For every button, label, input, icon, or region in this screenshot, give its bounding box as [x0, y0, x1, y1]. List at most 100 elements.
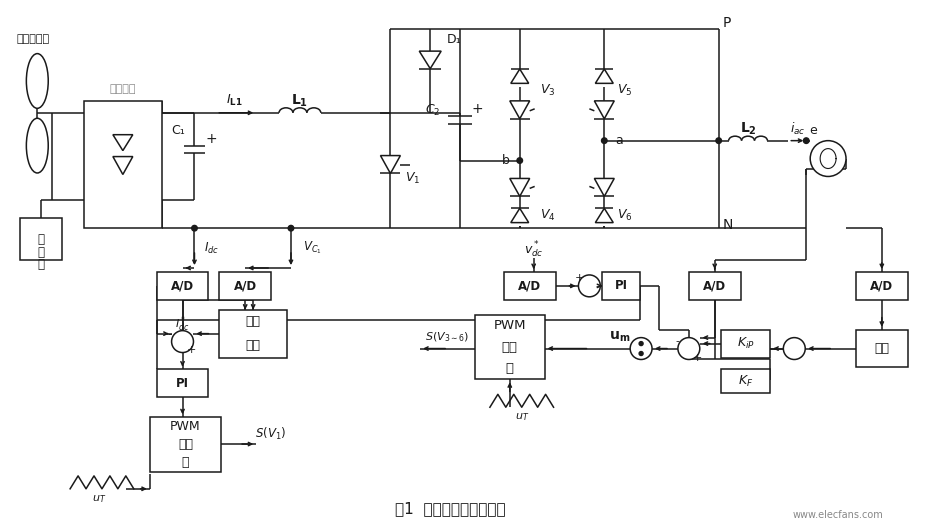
Text: $\mathbf{L_1}$: $\mathbf{L_1}$: [291, 92, 308, 109]
Circle shape: [678, 337, 700, 360]
Polygon shape: [113, 157, 133, 174]
Bar: [856, 272, 908, 300]
Text: D₁: D₁: [447, 33, 462, 46]
Text: $I_{\mathbf{L1}}$: $I_{\mathbf{L1}}$: [226, 93, 242, 108]
Text: 跟踪: 跟踪: [246, 339, 260, 352]
Bar: [220, 310, 287, 357]
Circle shape: [191, 225, 197, 231]
Bar: [84, 101, 161, 228]
Text: P: P: [722, 16, 731, 30]
Bar: [603, 272, 640, 300]
Text: $u_T$: $u_T$: [515, 411, 529, 423]
Text: $K_F$: $K_F$: [737, 374, 753, 389]
Text: 发生: 发生: [178, 438, 193, 451]
Text: $\mathbf{u_m}$: $\mathbf{u_m}$: [608, 329, 630, 344]
Text: $V_3$: $V_3$: [539, 83, 555, 98]
Text: 功率: 功率: [246, 315, 260, 328]
Text: 同步: 同步: [874, 342, 889, 355]
Bar: [475, 315, 545, 380]
Bar: [720, 329, 770, 357]
Bar: [21, 218, 62, 260]
Text: +: +: [472, 102, 483, 116]
Text: b: b: [502, 154, 510, 167]
Text: A/D: A/D: [703, 279, 726, 293]
Circle shape: [716, 138, 721, 144]
Text: PWM: PWM: [493, 319, 526, 332]
Text: 图1  系统拓扑与控制结构: 图1 系统拓扑与控制结构: [395, 501, 505, 516]
Text: A/D: A/D: [171, 279, 194, 293]
Bar: [157, 272, 208, 300]
Text: www.elecfans.com: www.elecfans.com: [793, 510, 884, 520]
Text: 载: 载: [38, 259, 44, 271]
Text: 整流单元: 整流单元: [109, 84, 136, 94]
Bar: [150, 417, 222, 472]
Text: $V_5$: $V_5$: [618, 83, 633, 98]
Text: PWM: PWM: [170, 420, 201, 433]
Text: N: N: [722, 218, 733, 232]
Text: 风力发电机: 风力发电机: [16, 34, 50, 44]
Polygon shape: [594, 178, 614, 196]
Polygon shape: [595, 69, 613, 83]
Text: $C_2$: $C_2$: [425, 103, 440, 118]
Text: C₁: C₁: [172, 124, 186, 137]
Text: A/D: A/D: [518, 279, 541, 293]
Text: $K_{iP}$: $K_{iP}$: [736, 336, 754, 351]
Text: $S(V_{3\sim6})$: $S(V_{3\sim6})$: [425, 331, 470, 344]
Text: e: e: [809, 124, 817, 137]
Text: $i_{ac}$: $i_{ac}$: [789, 121, 805, 137]
Circle shape: [517, 158, 522, 163]
Circle shape: [803, 138, 809, 144]
Text: $V_6$: $V_6$: [618, 208, 633, 223]
Text: -: -: [676, 336, 680, 346]
Bar: [856, 329, 908, 367]
Text: 负: 负: [38, 246, 44, 259]
Circle shape: [172, 331, 193, 353]
Circle shape: [639, 342, 643, 345]
Text: +: +: [206, 131, 217, 146]
Bar: [720, 370, 770, 393]
Text: $V_{C_1}$: $V_{C_1}$: [304, 240, 323, 257]
Text: $S(V_1)$: $S(V_1)$: [256, 426, 287, 442]
Polygon shape: [595, 208, 613, 223]
Circle shape: [578, 275, 601, 297]
Polygon shape: [380, 156, 401, 174]
Text: a: a: [615, 134, 623, 147]
Circle shape: [602, 138, 607, 144]
Text: $V_4$: $V_4$: [539, 208, 555, 223]
Text: +: +: [574, 273, 584, 283]
Text: A/D: A/D: [234, 279, 256, 293]
Polygon shape: [511, 69, 529, 83]
Text: -: -: [167, 328, 172, 341]
Text: $I^*_{dc}$: $I^*_{dc}$: [175, 315, 190, 334]
Polygon shape: [594, 101, 614, 119]
Text: PI: PI: [176, 377, 189, 390]
Polygon shape: [420, 51, 441, 69]
Text: PI: PI: [615, 279, 628, 293]
Polygon shape: [510, 178, 530, 196]
Bar: [504, 272, 555, 300]
Text: 发生: 发生: [502, 341, 518, 354]
Ellipse shape: [26, 118, 48, 173]
Text: -: -: [595, 281, 600, 291]
Text: A/D: A/D: [870, 279, 893, 293]
Text: 假: 假: [38, 233, 44, 246]
Text: $v^*_{dc}$: $v^*_{dc}$: [524, 240, 543, 260]
Bar: [688, 272, 740, 300]
Text: 器: 器: [505, 362, 514, 375]
Polygon shape: [510, 101, 530, 119]
Circle shape: [810, 140, 846, 176]
Circle shape: [639, 352, 643, 355]
Polygon shape: [511, 208, 529, 223]
Text: +: +: [187, 345, 196, 354]
Bar: [220, 272, 271, 300]
Text: +: +: [693, 353, 703, 363]
Text: $\mathbf{L_2}$: $\mathbf{L_2}$: [740, 120, 757, 137]
Circle shape: [784, 337, 805, 360]
Text: $I_{dc}$: $I_{dc}$: [204, 241, 219, 256]
Polygon shape: [113, 135, 133, 150]
Bar: [157, 370, 208, 397]
Circle shape: [289, 225, 293, 231]
Text: $V_1$: $V_1$: [405, 171, 421, 186]
Ellipse shape: [26, 54, 48, 108]
Circle shape: [630, 337, 652, 360]
